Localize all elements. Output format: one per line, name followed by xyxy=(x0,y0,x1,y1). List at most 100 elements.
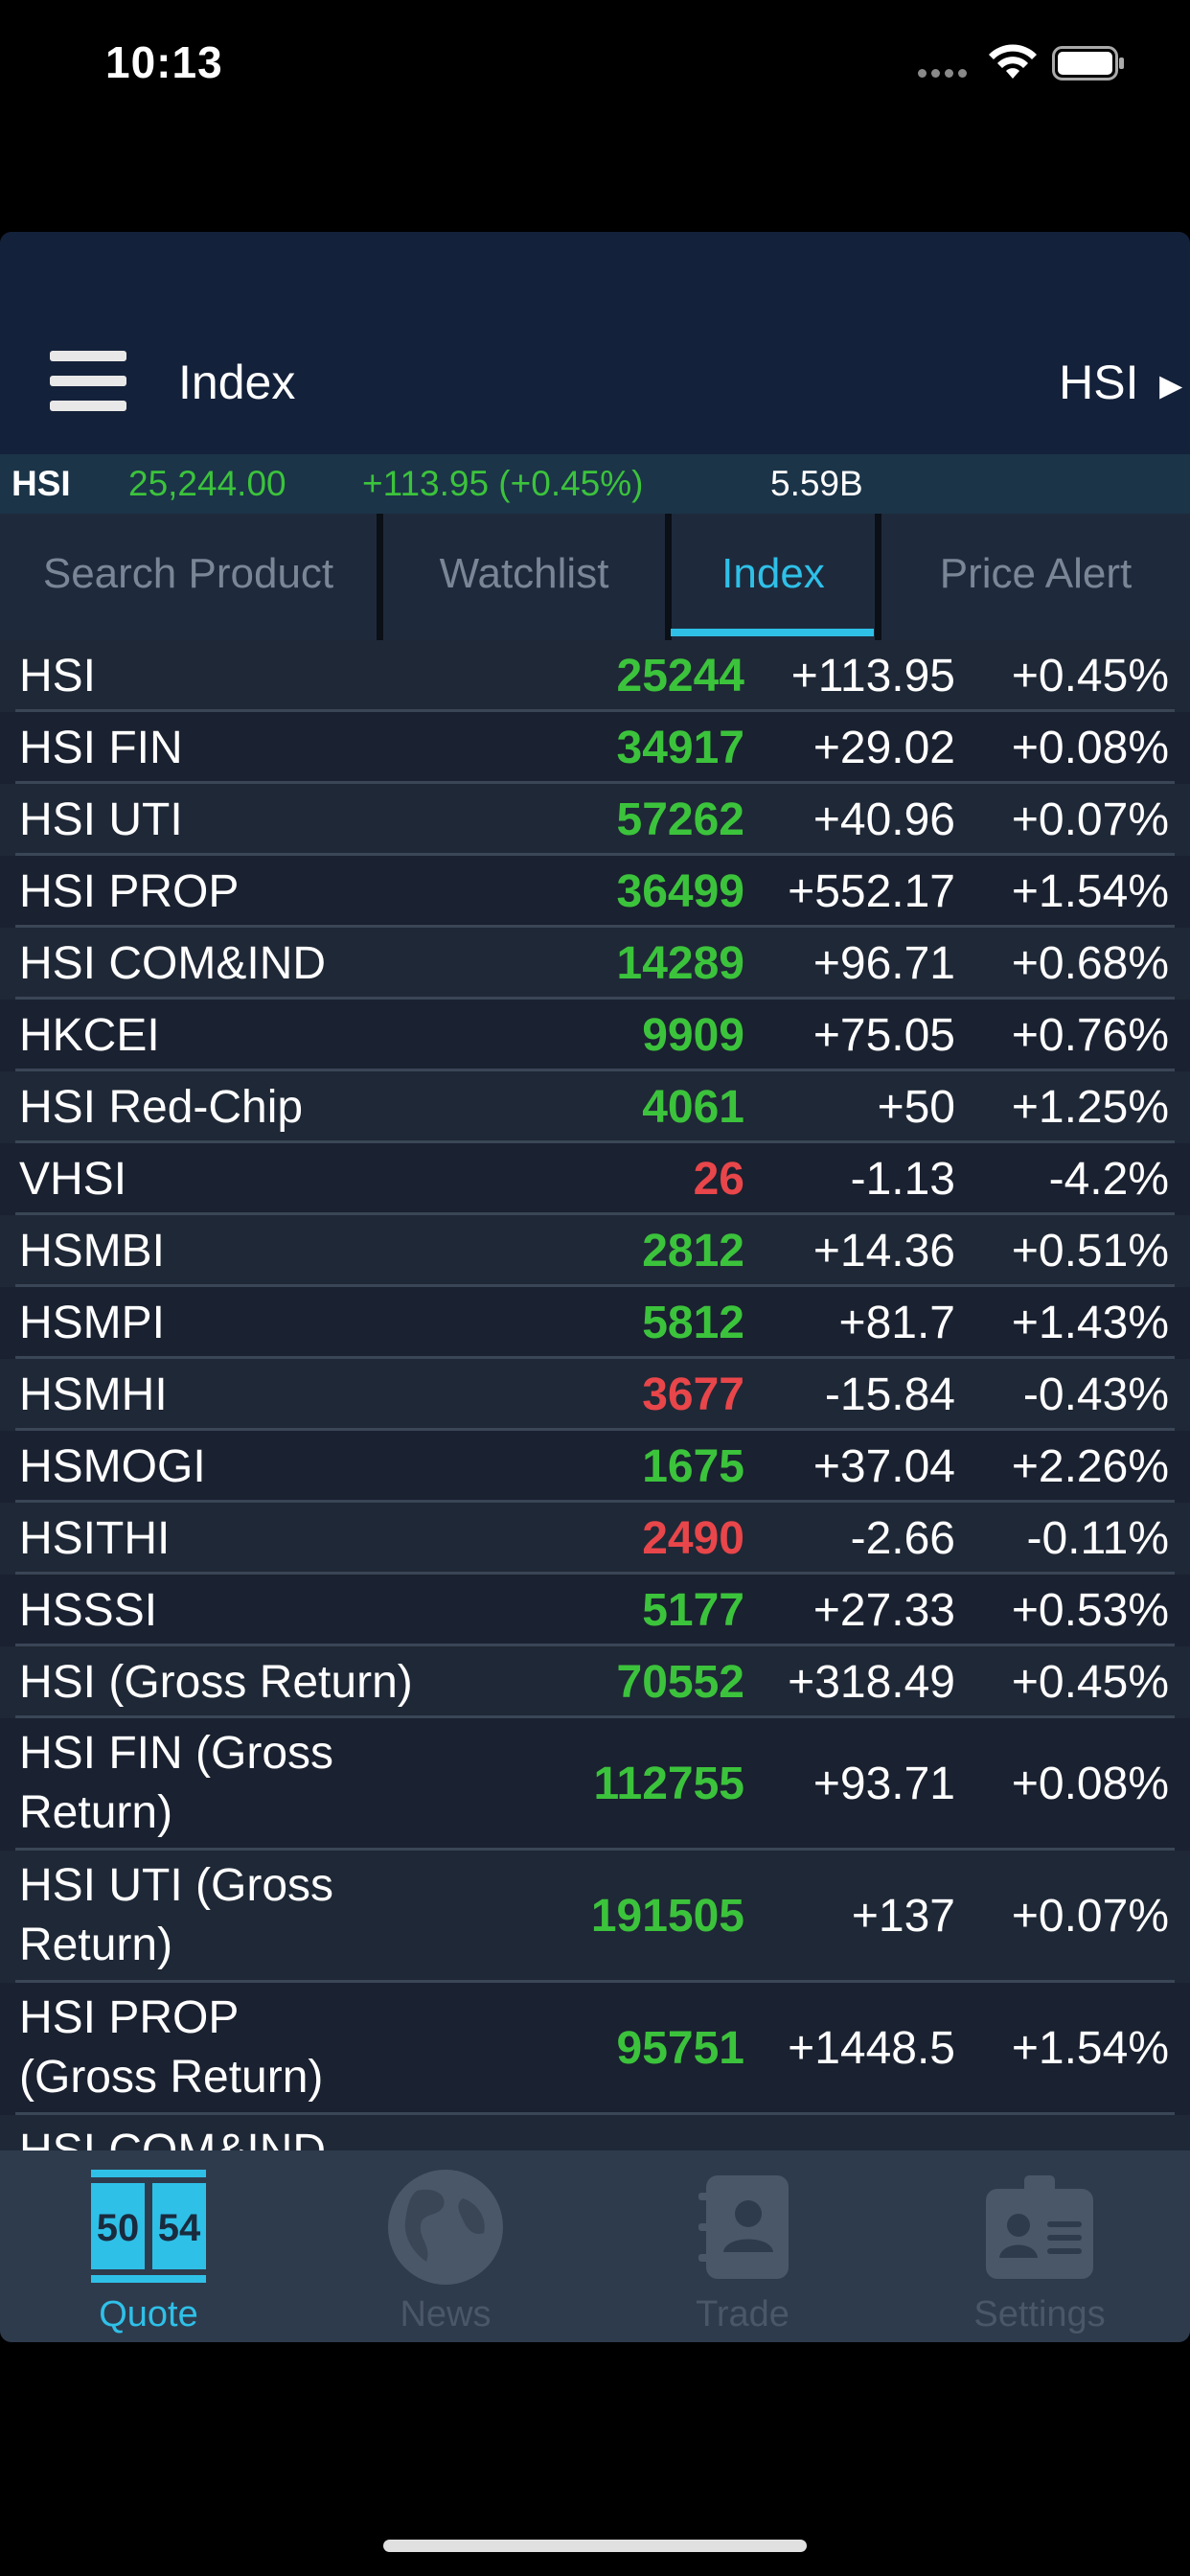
row-divider xyxy=(15,1848,1175,1851)
row-percent: +1.54% xyxy=(1011,865,1169,917)
tab-trade[interactable]: Trade xyxy=(594,2150,891,2342)
nav-bar: Index HSI ► xyxy=(0,232,1190,454)
row-divider xyxy=(15,997,1175,1000)
row-name: HSI PROP xyxy=(19,865,240,917)
row-percent: +0.76% xyxy=(1011,1009,1169,1061)
app-window: Index HSI ► HSI 25,244.00 +113.95 (+0.45… xyxy=(0,232,1190,2342)
row-name: HKCEI xyxy=(19,1009,160,1061)
table-row[interactable]: HSI FIN 34917 +29.02 +0.08% xyxy=(0,712,1190,784)
table-row[interactable]: HSMPI 5812 +81.7 +1.43% xyxy=(0,1287,1190,1359)
table-row[interactable]: HSI Red-Chip 4061 +50 +1.25% xyxy=(0,1071,1190,1143)
contact-book-icon xyxy=(698,2175,789,2279)
row-change: +318.49 xyxy=(788,1656,955,1708)
table-row[interactable]: HSMHI 3677 -15.84 -0.43% xyxy=(0,1359,1190,1431)
globe-icon xyxy=(388,2170,503,2285)
hamburger-menu-icon[interactable] xyxy=(50,351,126,412)
row-percent: +1.54% xyxy=(1011,2023,1169,2074)
table-row[interactable]: VHSI 26 -1.13 -4.2% xyxy=(0,1143,1190,1215)
row-change: +27.33 xyxy=(812,1584,955,1636)
row-percent: +0.45% xyxy=(1011,1656,1169,1708)
active-tab-indicator xyxy=(671,629,874,636)
row-percent: +0.08% xyxy=(1011,1759,1169,1809)
row-percent: +0.51% xyxy=(1011,1225,1169,1276)
row-price: 14289 xyxy=(616,937,744,989)
row-percent: -4.2% xyxy=(1048,1153,1169,1205)
row-price: 25244 xyxy=(616,650,744,702)
row-price: 57262 xyxy=(616,794,744,845)
tab-settings[interactable]: Settings xyxy=(891,2150,1188,2342)
row-change: +37.04 xyxy=(812,1440,955,1492)
table-row[interactable]: HSMBI 2812 +14.36 +0.51% xyxy=(0,1215,1190,1287)
index-selector[interactable]: HSI ► xyxy=(1059,355,1190,410)
row-divider xyxy=(15,1980,1175,1983)
table-row[interactable]: HSI PROP (Gross Return) 95751 +1448.5 +1.54… xyxy=(0,1983,1190,2115)
page-title: Index xyxy=(178,356,296,409)
row-price: 36499 xyxy=(616,865,744,917)
row-percent: +2.26% xyxy=(1011,1440,1169,1492)
row-price: 5812 xyxy=(642,1297,744,1348)
table-row[interactable]: HSI UTI (Gross Return) 191505 +137 +0.07% xyxy=(0,1851,1190,1983)
row-price: 9909 xyxy=(642,1009,744,1061)
ticker-volume: 5.59B xyxy=(770,464,863,503)
row-change: +29.02 xyxy=(812,722,955,773)
table-row[interactable]: HSI PROP 36499 +552.17 +1.54% xyxy=(0,856,1190,928)
row-name: HSI FIN (Gross Return) xyxy=(19,1728,334,1838)
row-divider xyxy=(15,1500,1175,1503)
cellular-signal-icon xyxy=(918,65,975,78)
tab-quote[interactable]: 50 54 Quote xyxy=(0,2150,297,2342)
tab-price-alert[interactable]: Price Alert xyxy=(939,550,1133,597)
row-divider xyxy=(15,781,1175,784)
tab-divider xyxy=(665,514,672,640)
table-row[interactable]: HSI COM&IND xyxy=(0,2115,1190,2150)
row-divider xyxy=(15,925,1175,928)
row-price: 2490 xyxy=(642,1512,744,1564)
row-price: 191505 xyxy=(590,1891,744,1942)
home-indicator xyxy=(383,2540,807,2552)
row-name: HSI UTI xyxy=(19,794,183,845)
row-divider xyxy=(15,2112,1175,2115)
table-row[interactable]: HSSSI 5177 +27.33 +0.53% xyxy=(0,1575,1190,1646)
table-row[interactable]: HSI 25244 +113.95 +0.45% xyxy=(0,640,1190,712)
table-row[interactable]: HKCEI 9909 +75.05 +0.76% xyxy=(0,1000,1190,1071)
row-divider xyxy=(15,1140,1175,1143)
row-change: +137 xyxy=(851,1891,955,1942)
row-change: +14.36 xyxy=(812,1225,955,1276)
tab-watchlist[interactable]: Watchlist xyxy=(439,550,609,597)
ticker-bar: HSI 25,244.00 +113.95 (+0.45%) 5.59B xyxy=(0,454,1190,514)
table-row[interactable]: HSI COM&IND 14289 +96.71 +0.68% xyxy=(0,928,1190,1000)
table-row[interactable]: HSI FIN (Gross Return) 112755 +93.71 +0.08% xyxy=(0,1718,1190,1851)
row-change: +50 xyxy=(877,1081,955,1133)
row-divider xyxy=(15,1428,1175,1431)
ticker-value: 25,244.00 xyxy=(128,464,286,503)
row-name: HSI COM&IND xyxy=(19,937,327,989)
tab-divider xyxy=(875,514,881,640)
row-name: HSMHI xyxy=(19,1368,168,1420)
table-row[interactable]: HSITHI 2490 -2.66 -0.11% xyxy=(0,1503,1190,1575)
tab-quote-label: Quote xyxy=(99,2294,198,2334)
index-table[interactable]: HSI 25244 +113.95 +0.45% HSI FIN 34917 +29.02 +… xyxy=(0,640,1190,2150)
play-arrow-icon: ► xyxy=(1152,365,1190,407)
tab-trade-label: Trade xyxy=(696,2294,790,2334)
tab-search-product[interactable]: Search Product xyxy=(42,550,334,597)
tab-divider xyxy=(377,514,383,640)
row-name: HSMPI xyxy=(19,1297,166,1348)
row-divider xyxy=(15,1284,1175,1287)
quote-icon-text-left: 50 xyxy=(97,2207,140,2249)
table-row[interactable]: HSI UTI 57262 +40.96 +0.07% xyxy=(0,784,1190,856)
tab-index[interactable]: Index xyxy=(721,550,825,597)
row-price: 1675 xyxy=(642,1440,744,1492)
tab-settings-label: Settings xyxy=(973,2294,1106,2334)
row-divider xyxy=(15,1715,1175,1718)
row-price: 2812 xyxy=(642,1225,744,1276)
battery-icon xyxy=(1052,46,1124,80)
row-percent: +0.08% xyxy=(1011,722,1169,773)
row-percent: +0.07% xyxy=(1011,794,1169,845)
row-name: HSMOGI xyxy=(19,1440,206,1492)
tab-news[interactable]: News xyxy=(297,2150,594,2342)
row-percent: +0.53% xyxy=(1011,1584,1169,1636)
row-percent: +0.07% xyxy=(1011,1891,1169,1942)
row-name: HSI Red-Chip xyxy=(19,1081,304,1133)
table-row[interactable]: HSMOGI 1675 +37.04 +2.26% xyxy=(0,1431,1190,1503)
wifi-icon xyxy=(989,44,1037,79)
table-row[interactable]: HSI (Gross Return) 70552 +318.49 +0.45% xyxy=(0,1646,1190,1718)
